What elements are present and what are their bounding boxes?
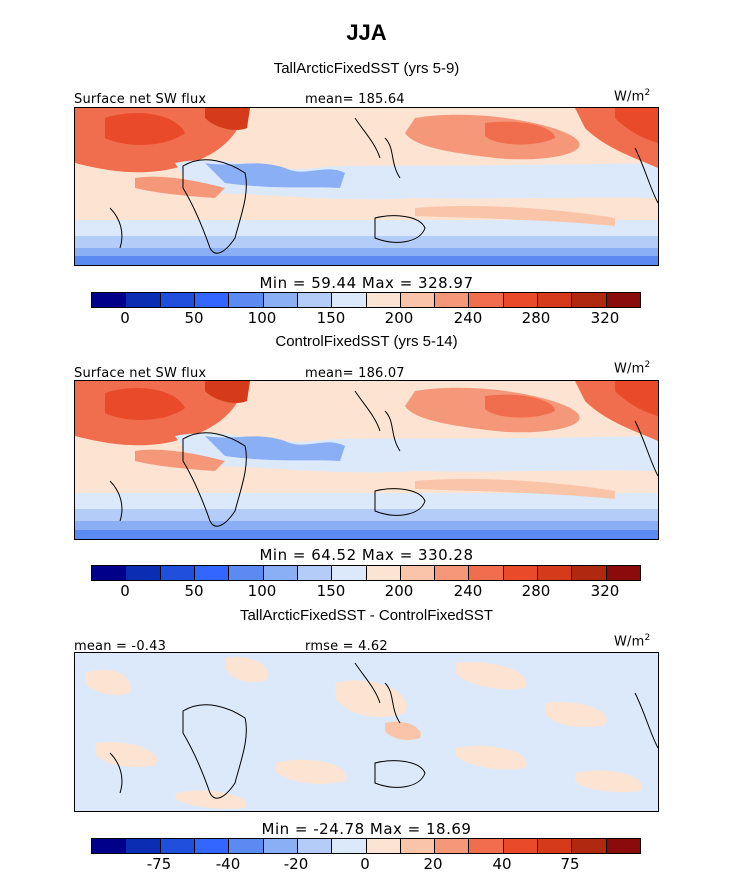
panel-1-units: W/m2	[614, 88, 651, 105]
panel-2-tick: 320	[590, 582, 620, 600]
panel-3-tick: -20	[283, 855, 309, 873]
panel-1-tick: 200	[384, 309, 414, 327]
colorbar-swatch	[92, 293, 127, 307]
colorbar-swatch	[297, 566, 333, 580]
colorbar-swatch	[263, 293, 298, 307]
colorbar-swatch	[400, 293, 436, 307]
panel-3-map	[74, 652, 659, 812]
panel-3-minmax: Min = -24.78 Max = 18.69	[261, 820, 472, 838]
panel-2-tick: 0	[120, 582, 130, 600]
panel-1-tick: 0	[120, 309, 130, 327]
colorbar-swatch	[92, 566, 127, 580]
panel-3-tick-labels: -75 -40 -20 0 20 40 75	[91, 855, 639, 875]
colorbar-swatch	[606, 839, 640, 853]
colorbar-swatch	[400, 566, 436, 580]
colorbar-swatch	[160, 839, 195, 853]
panel-1-tick-labels: 0 50 100 150 200 240 280 320	[91, 309, 639, 329]
colorbar-swatch	[366, 566, 401, 580]
colorbar-swatch	[538, 566, 573, 580]
panel-3-tick: 40	[492, 855, 512, 873]
colorbar-swatch	[332, 566, 367, 580]
panel-1-map	[74, 107, 659, 266]
panel-1-tick: 50	[184, 309, 204, 327]
panel-3-tick: -40	[215, 855, 241, 873]
colorbar-swatch	[126, 293, 161, 307]
colorbar-swatch	[332, 293, 367, 307]
colorbar-swatch	[538, 839, 573, 853]
panel-2-tick: 100	[247, 582, 277, 600]
colorbar-swatch	[229, 839, 264, 853]
colorbar-swatch	[435, 839, 470, 853]
panel-2-tick: 200	[384, 582, 414, 600]
colorbar-swatch	[606, 566, 640, 580]
colorbar-swatch	[469, 566, 504, 580]
colorbar-swatch	[503, 839, 539, 853]
panel-2-tick: 240	[453, 582, 483, 600]
panel-2-minmax: Min = 64.52 Max = 330.28	[259, 546, 474, 564]
panel-2-map	[74, 380, 659, 540]
colorbar-swatch	[126, 839, 161, 853]
colorbar-swatch	[263, 839, 298, 853]
panel-2-tick-labels: 0 50 100 150 200 240 280 320	[91, 582, 639, 602]
panel-3-tick: 0	[360, 855, 370, 873]
panel-1-tick: 100	[247, 309, 277, 327]
panel-3-tick: 75	[560, 855, 580, 873]
panel-1-colorbar	[91, 292, 641, 308]
colorbar-swatch	[194, 566, 230, 580]
colorbar-swatch	[297, 293, 333, 307]
colorbar-swatch	[366, 839, 401, 853]
colorbar-swatch	[160, 566, 195, 580]
panel-1-tick: 320	[590, 309, 620, 327]
panel-1-tick: 280	[521, 309, 551, 327]
colorbar-swatch	[332, 839, 367, 853]
figure-title: JJA	[346, 20, 387, 45]
panel-2-colorbar	[91, 565, 641, 581]
panel-2-tick: 150	[316, 582, 346, 600]
colorbar-swatch	[160, 293, 195, 307]
panel-1-subtitle: TallArcticFixedSST (yrs 5-9)	[273, 60, 460, 77]
colorbar-swatch	[194, 839, 230, 853]
colorbar-swatch	[435, 566, 470, 580]
panel-2-field-label: Surface net SW flux	[74, 366, 207, 381]
panel-3-tick: -75	[146, 855, 172, 873]
panel-1-tick: 240	[453, 309, 483, 327]
colorbar-swatch	[503, 566, 539, 580]
colorbar-swatch	[126, 566, 161, 580]
panel-2-mean-label: mean= 186.07	[305, 366, 405, 381]
colorbar-swatch	[400, 839, 436, 853]
panel-2-tick: 50	[184, 582, 204, 600]
panel-3-tick: 20	[423, 855, 443, 873]
colorbar-swatch	[572, 293, 607, 307]
colorbar-swatch	[469, 293, 504, 307]
colorbar-swatch	[92, 839, 127, 853]
panel-3-colorbar	[91, 838, 641, 854]
colorbar-swatch	[503, 293, 539, 307]
panel-3-units: W/m2	[614, 633, 651, 650]
panel-2-units: W/m2	[614, 360, 651, 377]
panel-1-field-label: Surface net SW flux	[74, 92, 207, 107]
colorbar-swatch	[469, 839, 504, 853]
colorbar-swatch	[538, 293, 573, 307]
colorbar-swatch	[572, 566, 607, 580]
panel-1-minmax: Min = 59.44 Max = 328.97	[259, 274, 474, 292]
panel-1-tick: 150	[316, 309, 346, 327]
colorbar-swatch	[572, 839, 607, 853]
panel-3-subtitle: TallArcticFixedSST - ControlFixedSST	[239, 607, 494, 624]
colorbar-swatch	[194, 293, 230, 307]
colorbar-swatch	[366, 293, 401, 307]
colorbar-swatch	[606, 293, 640, 307]
colorbar-swatch	[263, 566, 298, 580]
panel-2-tick: 280	[521, 582, 551, 600]
colorbar-swatch	[229, 293, 264, 307]
colorbar-swatch	[297, 839, 333, 853]
colorbar-swatch	[229, 566, 264, 580]
panel-2-subtitle: ControlFixedSST (yrs 5-14)	[275, 333, 458, 350]
panel-1-mean-label: mean= 185.64	[305, 92, 405, 107]
colorbar-swatch	[435, 293, 470, 307]
panel-3-rmse-label: rmse = 4.62	[305, 639, 388, 654]
panel-3-mean-label: mean = -0.43	[74, 639, 167, 654]
